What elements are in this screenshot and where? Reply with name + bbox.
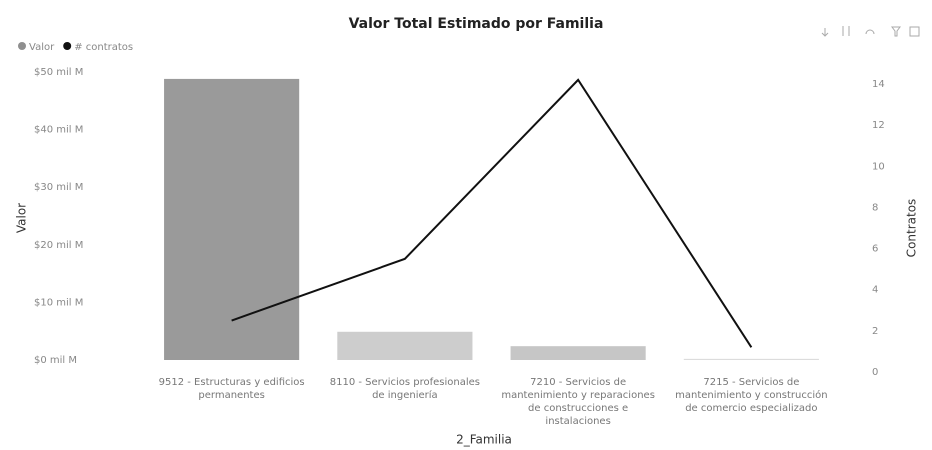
y-tick-label: $20 mil M (34, 240, 83, 251)
x-tick-label: 9512 - Estructuras y edificios permanent… (158, 377, 305, 401)
bar (337, 331, 473, 360)
y-tick-label: $0 mil M (34, 355, 77, 366)
y-tick-label: $10 mil M (34, 297, 83, 308)
chart-title: Valor Total Estimado por Familia (349, 16, 604, 32)
y2-tick-label: 6 (872, 244, 878, 255)
drill-icon[interactable] (821, 28, 829, 37)
legend-label: # contratos (74, 42, 133, 53)
line (231, 78, 753, 348)
expand-icon[interactable] (842, 26, 850, 36)
toolbar-icons[interactable] (821, 26, 920, 37)
y-axis-title: Valor (15, 203, 29, 233)
legend-label: Valor (29, 42, 55, 53)
y2-tick-label: 2 (872, 326, 878, 337)
bar (164, 78, 300, 361)
legend-swatch (63, 42, 72, 50)
y2-axis-title: Contratos (905, 199, 919, 258)
y2-tick-label: 0 (872, 367, 878, 378)
focus-icon[interactable] (909, 26, 920, 37)
y2-tick-label: 12 (872, 120, 885, 131)
legend-swatch (18, 42, 26, 50)
bar (510, 346, 646, 360)
x-tick-label: 7215 - Servicios de mantenimiento y cons… (675, 377, 828, 414)
y-tick-label: $50 mil M (34, 67, 83, 78)
y2-tick-label: 14 (872, 79, 885, 90)
x-axis-title: 2_Familia (456, 433, 512, 447)
y2-tick-label: 4 (872, 285, 878, 296)
y2-tick-label: 10 (872, 161, 885, 172)
y-tick-label: $40 mil M (34, 125, 83, 136)
x-tick-label: 8110 - Servicios profesionales de ingeni… (329, 377, 480, 401)
y2-tick-label: 8 (872, 202, 878, 213)
bar (683, 358, 819, 360)
filter-icon[interactable] (891, 26, 901, 37)
x-tick-label: 7210 - Servicios de mantenimiento y repa… (501, 377, 655, 427)
y-tick-label: $30 mil M (34, 182, 83, 193)
drill-up-icon[interactable] (865, 29, 875, 35)
